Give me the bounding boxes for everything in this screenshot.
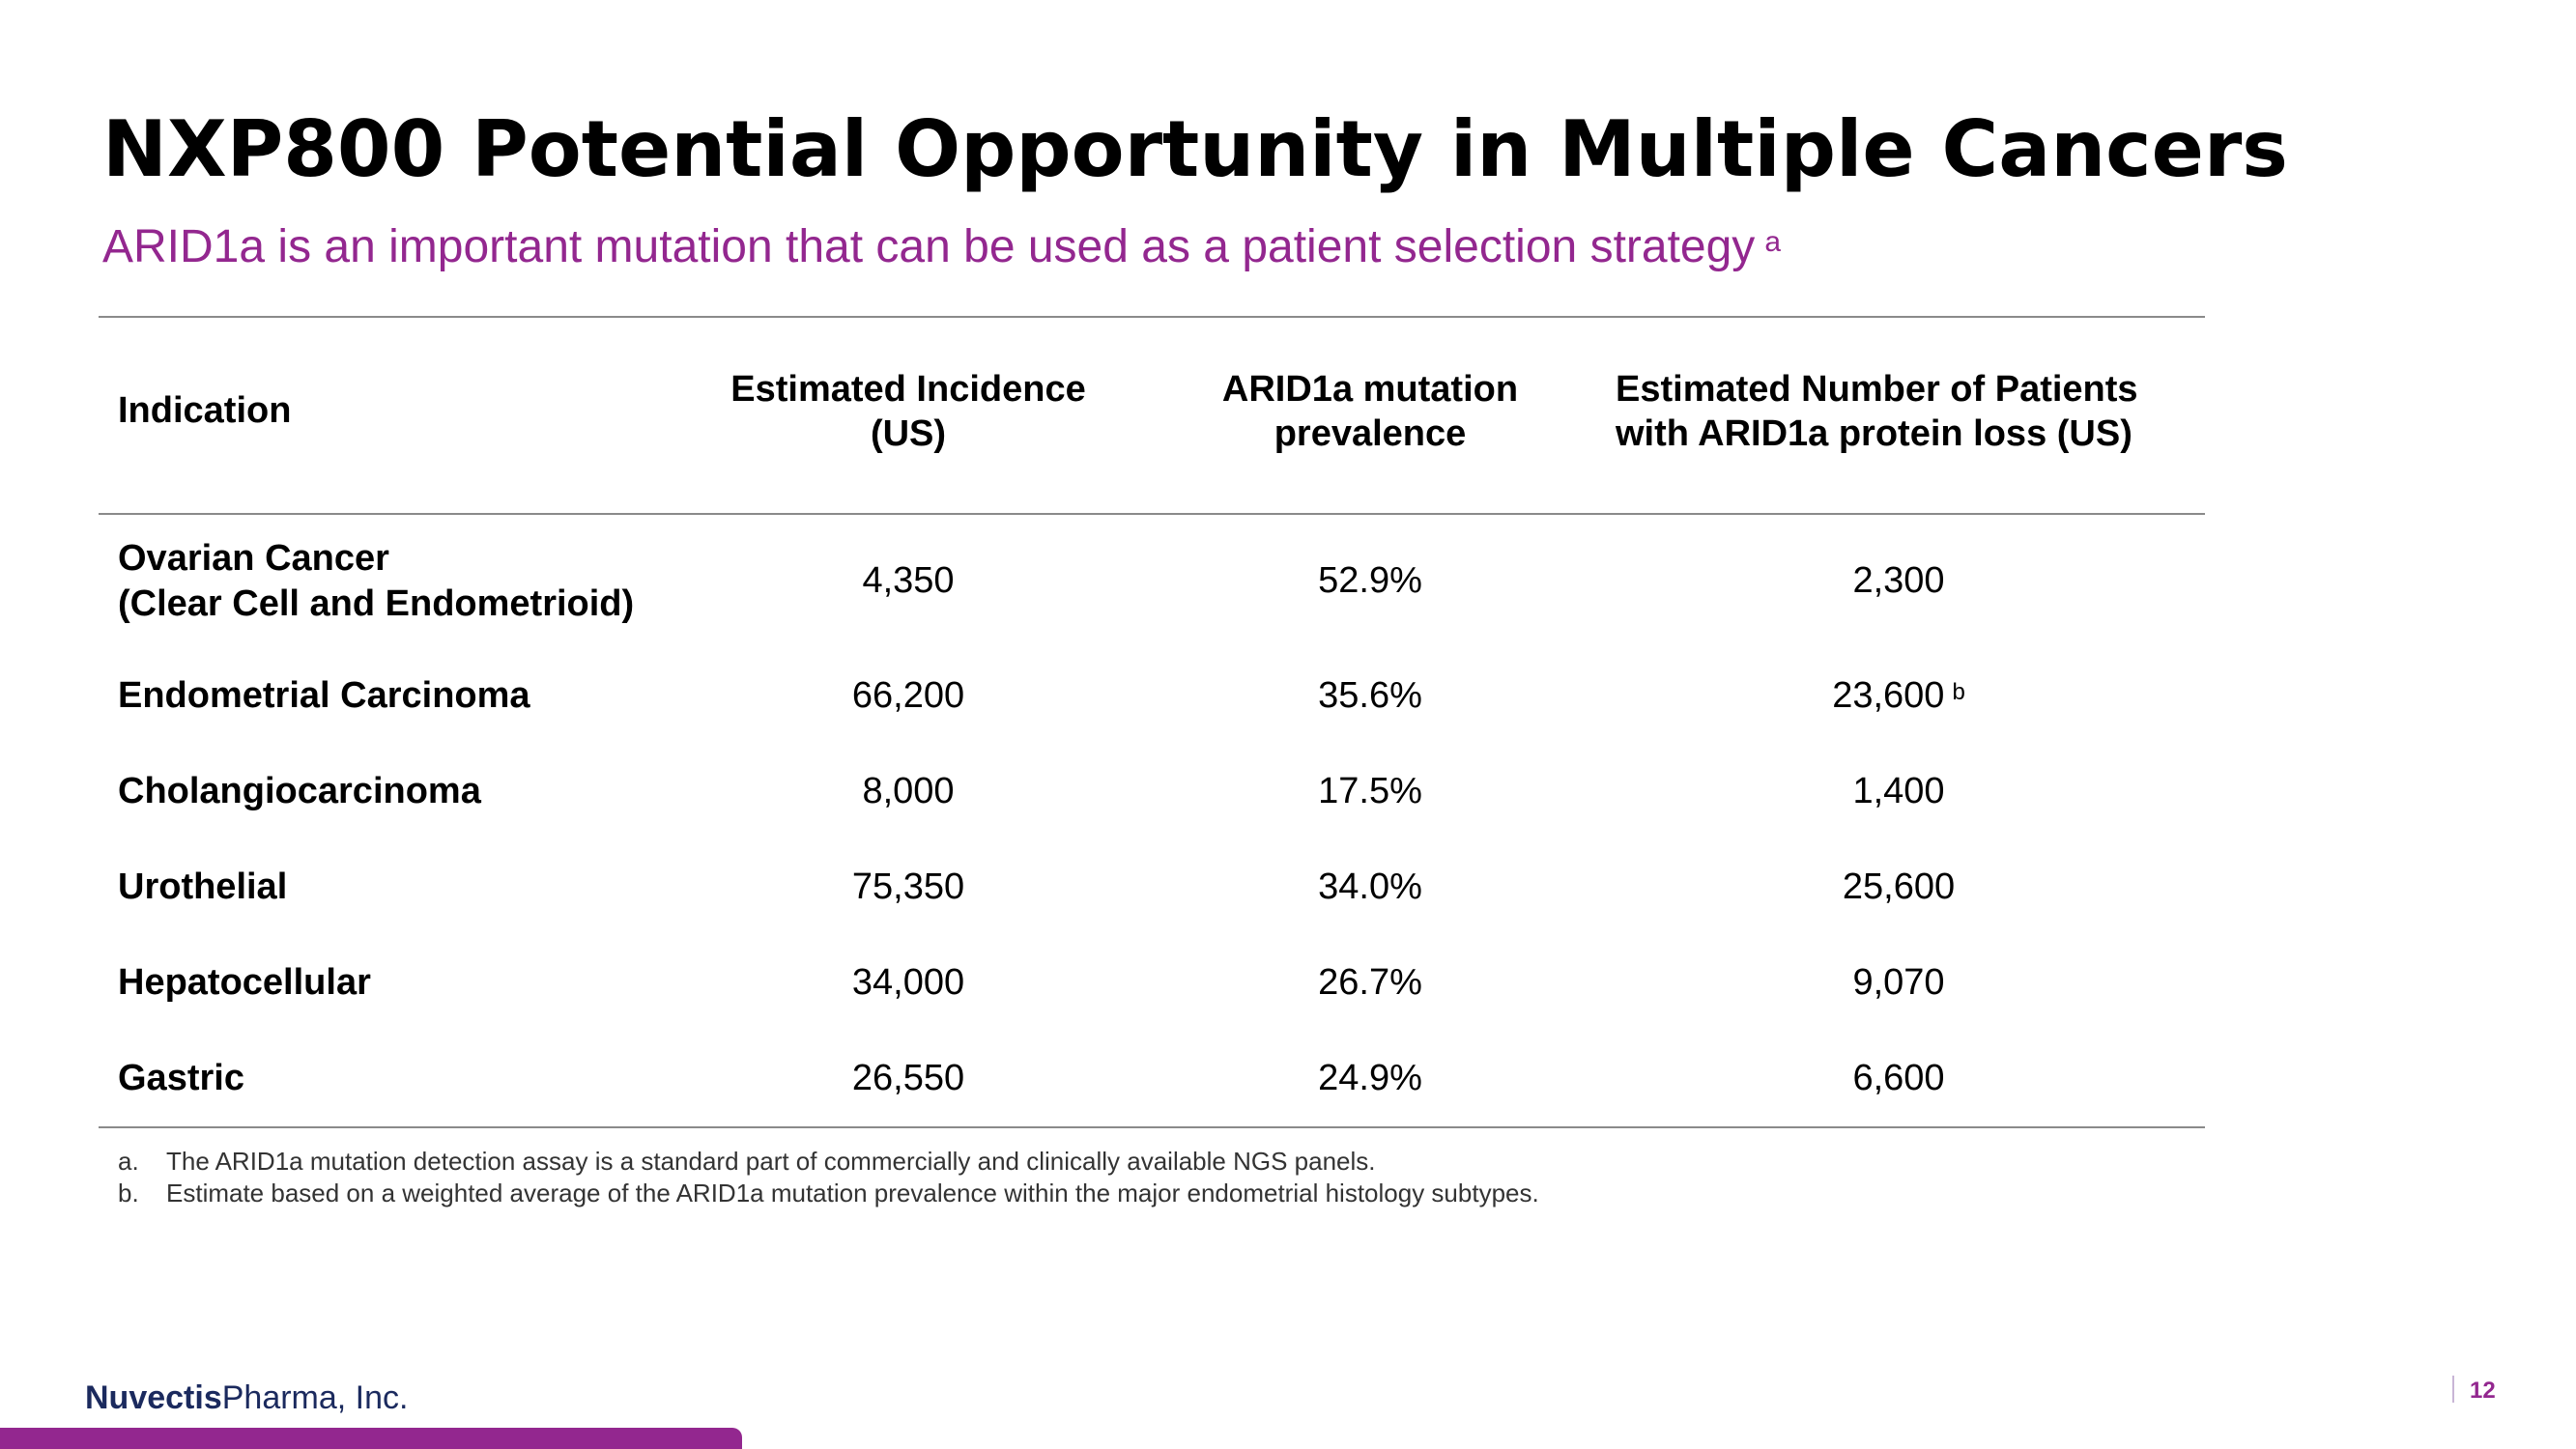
subtitle-footnote-mark: a <box>1764 226 1781 258</box>
header-estimated-patients: Estimated Number of Patients with ARID1a… <box>1616 369 2138 454</box>
cell-incidence: 8,000 <box>862 771 955 811</box>
header-estimated-incidence: Estimated Incidence (US) <box>730 369 1086 454</box>
cell-incidence: 34,000 <box>851 962 965 1003</box>
page-number: 12 <box>2470 1378 2496 1404</box>
cell-prevalence: 26.7% <box>1318 962 1422 1003</box>
cell-patients: 1,400 <box>1852 771 1945 811</box>
footnote-b: b. Estimate based on a weighted average … <box>118 1179 1539 1208</box>
company-logo: NuvectisPharma, Inc. <box>85 1379 409 1416</box>
cell-patients: 25,600 <box>1842 867 1956 907</box>
slide-title: NXP800 Potential Opportunity in Multiple… <box>102 104 2288 194</box>
cell-prevalence: 35.6% <box>1318 675 1422 716</box>
cell-prevalence: 17.5% <box>1318 771 1422 811</box>
cell-incidence: 4,350 <box>862 560 955 601</box>
cell-prevalence: 24.9% <box>1318 1058 1422 1098</box>
row-indication-cholangiocarcinoma: Cholangiocarcinoma <box>118 771 481 811</box>
header-indication: Indication <box>118 390 292 431</box>
cell-incidence: 66,200 <box>851 675 965 716</box>
header-arid1a-prevalence: ARID1a mutation prevalence <box>1221 369 1519 454</box>
cell-patients: 2,300 <box>1852 560 1945 601</box>
row-indication-endometrial: Endometrial Carcinoma <box>118 675 530 716</box>
table-top-rule <box>99 316 2205 318</box>
row-indication-gastric: Gastric <box>118 1058 244 1098</box>
footnote-a: a. The ARID1a mutation detection assay i… <box>118 1147 1376 1176</box>
footer-accent-bar <box>0 1428 742 1449</box>
cell-patients: 9,070 <box>1852 962 1945 1003</box>
page-number-divider <box>2452 1376 2454 1403</box>
cell-incidence: 26,550 <box>851 1058 965 1098</box>
cell-prevalence: 52.9% <box>1318 560 1422 601</box>
patients-footnote-mark: b <box>1952 679 1965 705</box>
cell-prevalence: 34.0% <box>1318 867 1422 907</box>
slide-subtitle: ARID1a is an important mutation that can… <box>102 220 1781 273</box>
row-indication-urothelial: Urothelial <box>118 867 288 907</box>
row-indication-ovarian: Ovarian Cancer (Clear Cell and Endometri… <box>118 538 635 624</box>
cell-patients: 6,600 <box>1852 1058 1945 1098</box>
subtitle-text: ARID1a is an important mutation that can… <box>102 221 1756 272</box>
cell-patients: 23,600 b <box>1832 675 1965 716</box>
cell-incidence: 75,350 <box>851 867 965 907</box>
table-bottom-rule <box>99 1126 2205 1128</box>
footnotes: a. The ARID1a mutation detection assay i… <box>118 1146 1539 1209</box>
table-header-rule <box>99 513 2205 515</box>
row-indication-hepatocellular: Hepatocellular <box>118 962 371 1003</box>
